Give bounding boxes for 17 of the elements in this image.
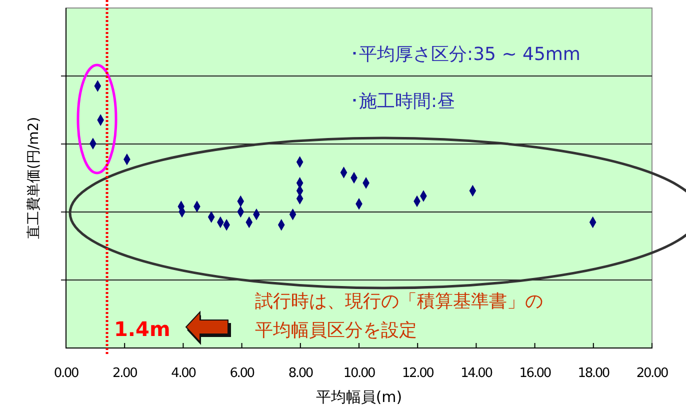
x-tick-label: 18.00 — [578, 366, 610, 382]
x-axis-title: 平均幅員(m) — [316, 388, 402, 406]
x-tick-label: 10.00 — [343, 366, 376, 382]
x-tick-label: 2.00 — [112, 366, 138, 382]
ref-line-label: 1.4m — [114, 317, 170, 341]
x-tick-label: 16.00 — [519, 366, 552, 382]
x-tick-label: 6.00 — [230, 366, 255, 382]
x-tick-label: 12.00 — [402, 366, 434, 382]
annotation: 試行時は、現行の「積算基準書」の平均幅員区分を設定 — [255, 291, 543, 341]
x-tick-label: 14.00 — [460, 366, 493, 382]
x-tick-label: 4.00 — [171, 366, 196, 382]
x-tick-label: 0.00 — [54, 366, 79, 382]
y-axis-title: 直工費単価(円/m2) — [26, 116, 42, 240]
x-tick-label: 8.00 — [288, 366, 314, 382]
text: ･平均厚さ区分:35 ~ 45mm — [350, 44, 580, 65]
x-tick-label: 20.00 — [636, 366, 669, 382]
annotation: ･施工時間:昼 — [350, 91, 456, 112]
